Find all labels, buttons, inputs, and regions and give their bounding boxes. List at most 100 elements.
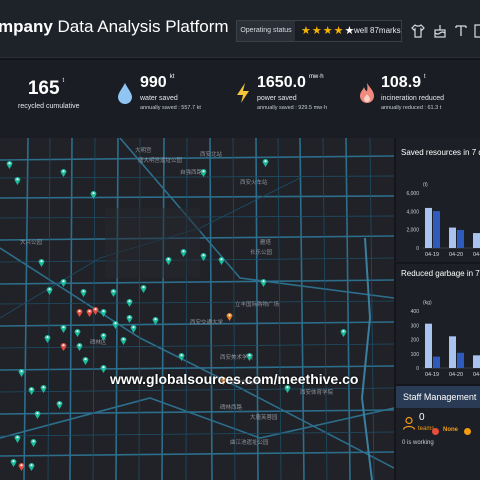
lightning-icon [234,82,252,104]
map-pin-warning-icon[interactable] [226,312,233,321]
chart-bar [433,356,440,368]
map-pin-alert-icon[interactable] [18,462,25,471]
map-place-label: 自强西路 [180,170,203,176]
map-pin-icon[interactable] [44,334,51,343]
map-place-label: 唐大明宫遗址公园 [138,158,183,164]
map-pin-icon[interactable] [110,288,117,297]
map-pin-icon[interactable] [165,256,172,265]
chart-bar [449,227,456,248]
chart-x-tick: 04-19 [425,372,439,378]
map-pin-warning-icon[interactable] [220,376,227,385]
map-pin-alert-icon[interactable] [92,306,99,315]
map-pin-icon[interactable] [218,256,225,265]
map-place-label: 西安体育学院 [300,390,334,396]
map-pin-icon[interactable] [140,284,147,293]
map-pin-icon[interactable] [340,328,347,337]
map-pin-icon[interactable] [120,336,127,345]
map-pin-icon[interactable] [74,328,81,337]
chart-bar [433,211,440,248]
tshirt-icon[interactable] [410,23,426,39]
map-pin-icon[interactable] [34,410,41,419]
map-place-label: 长乐公园 [250,250,273,256]
map-pin-icon[interactable] [112,320,119,329]
status-dot-red [432,428,439,435]
map-pin-icon[interactable] [80,288,87,297]
map-pin-icon[interactable] [14,176,21,185]
chart-bar [473,355,480,368]
map-pin-icon[interactable] [40,384,47,393]
star-icon: ★ [344,25,356,37]
map-pin-alert-icon[interactable] [76,308,83,317]
staff-none-label: None [443,427,458,433]
saved-resources-panel: Saved resources in 7 days (t) 6,000 4,000 2… [396,138,480,262]
map-pin-icon[interactable] [28,386,35,395]
map-pin-icon[interactable] [152,316,159,325]
map-pin-icon[interactable] [180,248,187,257]
map-pin-icon[interactable] [126,298,133,307]
map-pin-icon[interactable] [200,168,207,177]
chart-bar [449,336,456,368]
map-pin-icon[interactable] [76,342,83,351]
staff-teams-label: teams [418,426,435,432]
map-pin-icon[interactable] [30,438,37,447]
map-place-label: 大兴公园 [20,240,43,246]
page-title-rest: Data Analysis Platform [57,17,229,36]
map-pin-icon[interactable] [10,458,17,467]
chart-x-tick: 04-20 [449,252,463,258]
map-pin-icon[interactable] [82,356,89,365]
cake-icon[interactable] [432,23,448,39]
stats-row: 165 t recycled cumulative 990 kt water sav… [0,60,480,138]
map-place-label: 碑林西路 [220,405,243,411]
status-dot-orange [464,428,471,435]
map-pin-icon[interactable] [284,384,291,393]
map-pin-icon[interactable] [130,324,137,333]
star-icon: ★ [333,25,345,37]
map-pin-icon[interactable] [262,158,269,167]
map-pin-icon[interactable] [14,434,21,443]
staff-working-label: 0 is working [402,440,434,446]
map-pin-icon[interactable] [6,160,13,169]
stat-incineration-sub: annually reduced : 61.3 t [381,105,442,111]
map-pin-icon[interactable] [100,308,107,317]
map-pin-icon[interactable] [178,352,185,361]
map-pin-icon[interactable] [56,400,63,409]
staff-count: 0 [419,412,425,423]
map-pin-icon[interactable] [46,286,53,295]
map-pin-alert-icon[interactable] [60,342,67,351]
map-place-label: 立丰国际购物广场 [235,302,280,308]
map-pin-alert-icon[interactable] [86,308,93,317]
text-edit-icon[interactable] [453,23,469,39]
map-pin-icon[interactable] [28,462,35,471]
map-pin-icon[interactable] [100,332,107,341]
map-pin-icon[interactable] [246,352,253,361]
map-pin-icon[interactable] [100,364,107,373]
star-icon: ★ [311,25,323,37]
map-pin-icon[interactable] [60,324,67,333]
chart-x-tick: 04-20 [449,372,463,378]
map-pin-icon[interactable] [60,278,67,287]
chart-bar [457,352,464,368]
map-pin-icon[interactable] [260,278,267,287]
chart-x-tick: 04-21 [473,252,480,258]
map-pin-icon[interactable] [18,368,25,377]
city-map[interactable]: 大明宫 唐大明宫遗址公园 西安北站 自强西路 大兴公园 雁塔 碑林区 西安交通大学 西安美术学院… [0,138,394,480]
stat-incineration-label: incineration reduced [381,95,445,102]
water-drop-icon [116,82,134,104]
chart-y-tick: 300 [411,323,420,329]
map-pin-icon[interactable] [126,314,133,323]
chart-y-tick: 400 [411,309,420,315]
chart-y-tick: 2,000 [406,228,419,234]
stat-power-label: power saved [257,95,297,102]
stat-water-sub: annually saved : 557.7 kt [140,105,201,111]
file-icon[interactable] [472,23,480,39]
stat-water-value: 990 [140,74,167,91]
chart-y-tick: 4,000 [406,209,419,215]
map-pin-icon[interactable] [90,190,97,199]
map-pin-icon[interactable] [38,258,45,267]
stat-incineration-value: 108.9 [381,74,422,91]
map-pin-icon[interactable] [200,252,207,261]
chart-y-tick: 0 [416,366,419,372]
chart-bar [425,323,432,368]
map-pin-icon[interactable] [60,168,67,177]
